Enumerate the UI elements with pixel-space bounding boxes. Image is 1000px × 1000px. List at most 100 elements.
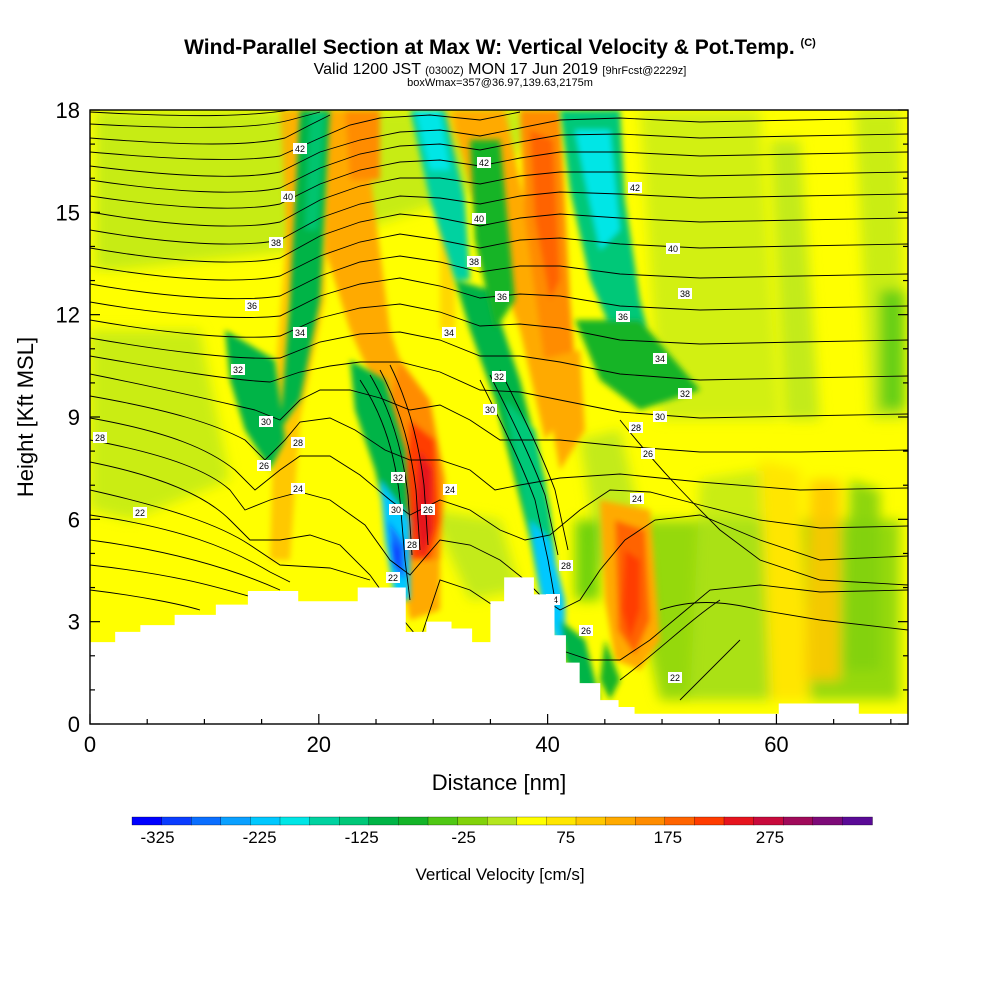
colorbar-swatch (220, 816, 252, 826)
colorbar-swatch (131, 816, 163, 826)
colorbar-swatch (694, 816, 725, 826)
axis-ticks (89, 109, 908, 725)
forecast-info: [9hrFcst@2229z] (602, 65, 687, 77)
contour-label-bg (616, 311, 630, 322)
x-tick-label: 20 (307, 732, 331, 757)
contour-label: 32 (494, 372, 504, 382)
contour-label: 30 (655, 412, 665, 422)
contour-label: 28 (293, 438, 303, 448)
colorbar-tick-label: 175 (654, 828, 682, 847)
valid-date: MON 17 Jun 2019 (468, 61, 598, 78)
contour-label-bg (666, 243, 680, 254)
contour-label: 32 (233, 365, 243, 375)
colorbar-swatch (309, 816, 340, 826)
contour-label-bg (678, 288, 692, 299)
colorbar-swatch (635, 816, 666, 826)
contour-label: 30 (391, 505, 401, 515)
colorbar-swatch (191, 816, 222, 826)
contour-label: 34 (655, 354, 665, 364)
contour-label: 42 (479, 158, 489, 168)
contour-label-bg (293, 327, 307, 338)
colorbar-swatch (842, 816, 873, 826)
y-tick-label: 18 (56, 98, 80, 123)
x-tick-label: 0 (84, 732, 96, 757)
colorbar-swatch (753, 816, 784, 826)
box-wmax-info: boxWmax=357@36.97,139.63,2175m (407, 77, 593, 89)
colorbar-tick-label: 275 (756, 828, 784, 847)
colorbar-tick-label: 75 (556, 828, 575, 847)
colorbar-swatch (546, 816, 577, 826)
colorbar-swatch (487, 816, 518, 826)
contour-label: 42 (630, 183, 640, 193)
colorbar-swatch (368, 816, 400, 826)
contour-label-bg (678, 388, 692, 399)
y-tick-label: 9 (68, 405, 80, 430)
contour-label-bg (483, 404, 497, 415)
contour-label-bg (257, 460, 271, 471)
x-tick-label: 60 (764, 732, 788, 757)
valid-time: Valid 1200 JST (313, 61, 421, 78)
contour-label-bg (641, 448, 655, 459)
contour-label-bg (559, 560, 573, 571)
contour-label: 42 (295, 144, 305, 154)
contour-label: 22 (388, 573, 398, 583)
colorbar-swatches (131, 816, 873, 826)
contour-label-bg (391, 472, 405, 483)
contour-label: 38 (271, 238, 281, 248)
colorbar-tick-label: -125 (345, 828, 379, 847)
contour-label-bg (579, 625, 593, 636)
contour-label-bg (653, 411, 667, 422)
colorbar-swatch (279, 816, 311, 826)
contour-label: 36 (618, 312, 628, 322)
contour-label-bg (495, 291, 509, 302)
valid-time-utc: (0300Z) (425, 65, 464, 77)
contour-label-bg (93, 432, 107, 443)
contour-label: 24 (293, 484, 303, 494)
contour-label-bg (259, 416, 273, 427)
contour-label: 28 (631, 423, 641, 433)
colorbar-swatch (339, 816, 370, 826)
y-tick-label: 3 (68, 610, 80, 635)
colorbar-swatch (812, 816, 844, 826)
contour-label: 34 (295, 328, 305, 338)
contour-label: 30 (485, 405, 495, 415)
x-axis-label: Distance [nm] (432, 770, 567, 795)
contour-label-bg (668, 672, 682, 683)
contour-label: 34 (444, 328, 454, 338)
contour-label-bg (293, 143, 307, 154)
contour-label-bg (492, 371, 506, 382)
colorbar-ticks: -325 -225 -125 -25 75 175 275 (141, 828, 785, 847)
contour-label: 32 (393, 473, 403, 483)
contour-label: 24 (445, 485, 455, 495)
colorbar-swatch (783, 816, 814, 826)
contour-label: 40 (668, 244, 678, 254)
contour-label-bg (421, 504, 435, 515)
colorbar-swatch (457, 816, 488, 826)
contour-label: 40 (474, 214, 484, 224)
colorbar-swatch (516, 816, 548, 826)
x-tick-label: 40 (535, 732, 559, 757)
contour-label-bg (477, 157, 491, 168)
contour-label: 38 (469, 257, 479, 267)
y-tick-label: 0 (68, 712, 80, 737)
y-axis-label: Height [Kft MSL] (13, 337, 38, 497)
colorbar-swatch (664, 816, 696, 826)
colorbar-swatch (250, 816, 281, 826)
colorbar-swatch (723, 816, 755, 826)
contour-label: 28 (95, 433, 105, 443)
contour-label-bg (629, 422, 643, 433)
y-tick-label: 6 (68, 507, 80, 532)
colorbar-swatch (161, 816, 192, 826)
colorbar-swatch (427, 816, 459, 826)
contour-label: 30 (261, 417, 271, 427)
contour-label-bg (291, 483, 305, 494)
chart-title-text: Wind-Parallel Section at Max W: Vertical… (184, 36, 795, 59)
contour-label-bg (245, 300, 259, 311)
contour-label-bg (386, 572, 400, 583)
contour-label-bg (630, 493, 644, 504)
colorbar-label: Vertical Velocity [cm/s] (415, 865, 584, 884)
contour-label: 36 (497, 292, 507, 302)
